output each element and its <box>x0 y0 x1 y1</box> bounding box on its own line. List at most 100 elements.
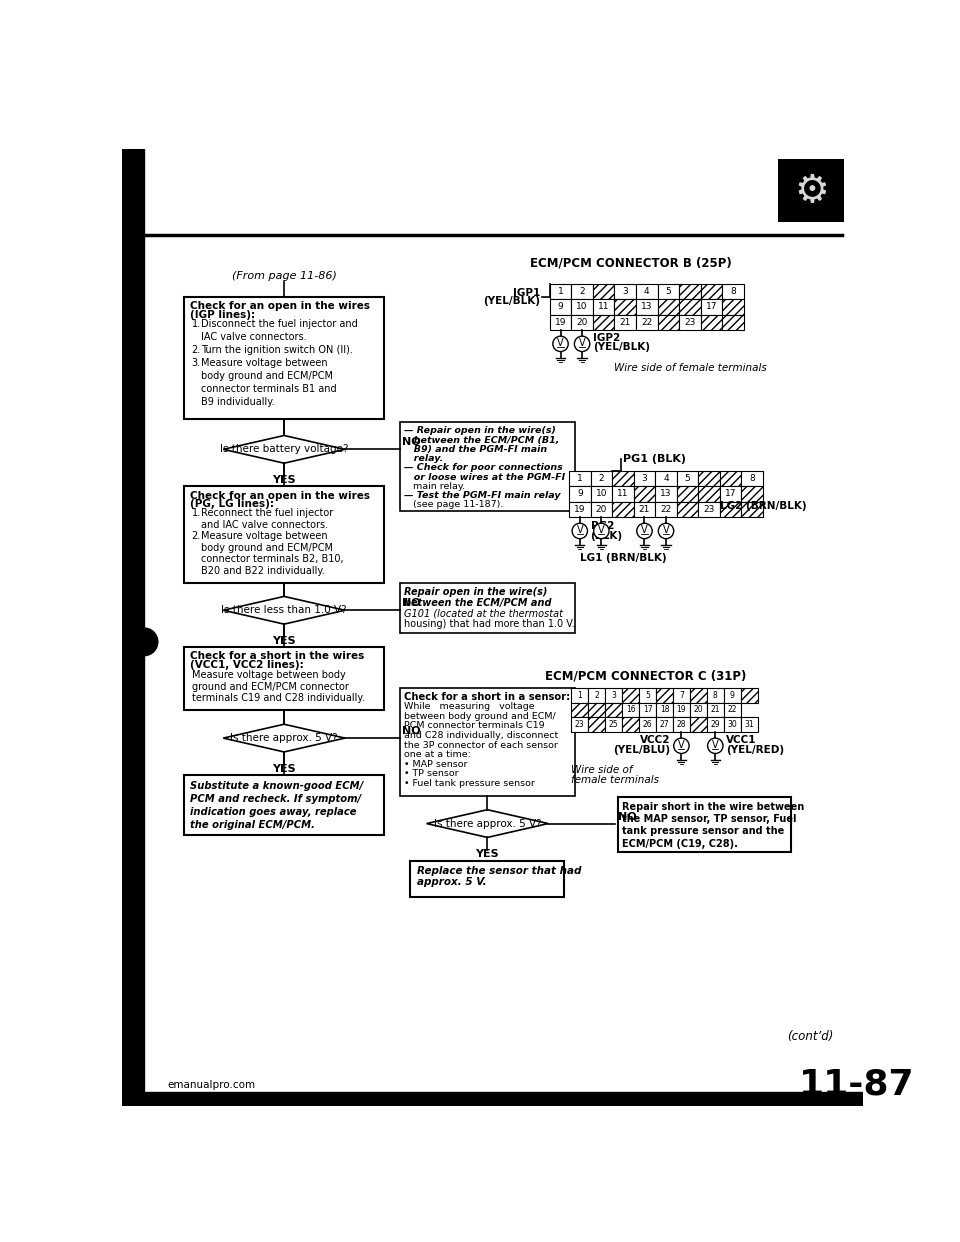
Text: carmanualsonline.info: carmanualsonline.info <box>430 1097 554 1107</box>
Text: — Test the PGM-FI main relay: — Test the PGM-FI main relay <box>404 491 561 501</box>
Bar <box>673 688 690 703</box>
Bar <box>588 688 605 703</box>
Bar <box>571 703 588 718</box>
Text: VCC2: VCC2 <box>640 734 671 745</box>
Text: Measure voltage between: Measure voltage between <box>201 358 327 368</box>
Text: the MAP sensor, TP sensor, Fuel: the MAP sensor, TP sensor, Fuel <box>622 814 797 823</box>
Text: 18: 18 <box>660 705 669 714</box>
Text: 8: 8 <box>750 474 756 483</box>
Text: G101 (located at the thermostat: G101 (located at the thermostat <box>404 609 564 619</box>
Bar <box>741 471 763 487</box>
Bar <box>571 718 588 732</box>
Bar <box>588 703 605 718</box>
Text: IGP1: IGP1 <box>514 288 540 298</box>
Text: 26: 26 <box>643 720 653 729</box>
Bar <box>698 487 720 502</box>
Text: (YEL/BLK): (YEL/BLK) <box>593 342 650 351</box>
Text: Is there battery voltage?: Is there battery voltage? <box>220 445 348 455</box>
Text: 21: 21 <box>619 318 631 327</box>
Text: and IAC valve connectors.: and IAC valve connectors. <box>201 520 328 530</box>
Circle shape <box>553 337 568 351</box>
Text: between the ECM/PCM (B1,: between the ECM/PCM (B1, <box>404 436 560 445</box>
Text: Check for an open in the wires: Check for an open in the wires <box>190 491 371 501</box>
Text: 20: 20 <box>595 505 607 514</box>
Text: 2: 2 <box>598 474 604 483</box>
Text: NO: NO <box>402 727 420 737</box>
Text: 13: 13 <box>660 489 672 498</box>
Text: • TP sensor: • TP sensor <box>404 769 459 779</box>
Bar <box>634 487 656 502</box>
Polygon shape <box>224 724 345 751</box>
Bar <box>605 703 622 718</box>
Bar <box>622 703 639 718</box>
Text: 7: 7 <box>679 691 684 699</box>
Bar <box>571 299 593 314</box>
Text: main relay.: main relay. <box>404 482 466 491</box>
Text: 10: 10 <box>576 302 588 312</box>
Text: Repair open in the wire(s): Repair open in the wire(s) <box>404 586 547 597</box>
Bar <box>605 718 622 732</box>
Text: (YEL/RED): (YEL/RED) <box>726 745 784 755</box>
Text: • Fuel tank pressure sensor: • Fuel tank pressure sensor <box>404 779 535 787</box>
Text: B9) and the PGM-FI main: B9) and the PGM-FI main <box>404 445 547 453</box>
Text: V: V <box>576 525 583 535</box>
Text: Measure voltage between: Measure voltage between <box>201 532 327 542</box>
Bar <box>741 718 757 732</box>
Text: 19: 19 <box>555 318 566 327</box>
Bar <box>399 688 575 796</box>
Bar <box>677 471 698 487</box>
Text: Check for a short in the wires: Check for a short in the wires <box>190 652 365 662</box>
Text: Is there approx. 5 V?: Is there approx. 5 V? <box>230 733 338 743</box>
Bar <box>679 314 701 330</box>
Bar <box>634 471 656 487</box>
Bar <box>639 703 656 718</box>
Bar <box>698 502 720 517</box>
Text: Is there approx. 5 V?: Is there approx. 5 V? <box>434 818 541 828</box>
Bar <box>720 471 741 487</box>
Bar <box>569 471 590 487</box>
Text: 22: 22 <box>728 705 737 714</box>
Text: relay.: relay. <box>404 455 444 463</box>
Bar <box>679 283 701 299</box>
Text: 21: 21 <box>710 705 720 714</box>
Text: PCM connector terminals C19: PCM connector terminals C19 <box>404 722 545 730</box>
Circle shape <box>131 628 157 656</box>
Text: 10: 10 <box>595 489 607 498</box>
Bar <box>656 718 673 732</box>
Text: between the ECM/PCM and: between the ECM/PCM and <box>404 597 552 607</box>
Text: 3: 3 <box>622 287 628 296</box>
Text: YES: YES <box>273 636 296 646</box>
Bar <box>593 314 614 330</box>
Text: 17: 17 <box>643 705 653 714</box>
Bar <box>658 314 679 330</box>
Bar <box>590 502 612 517</box>
Text: 23: 23 <box>704 505 715 514</box>
Text: PG1 (BLK): PG1 (BLK) <box>623 455 685 465</box>
Text: 29: 29 <box>710 720 720 729</box>
Bar <box>571 314 593 330</box>
Text: 23: 23 <box>684 318 696 327</box>
Bar <box>701 299 722 314</box>
Text: 4: 4 <box>644 287 650 296</box>
Text: 8: 8 <box>731 287 736 296</box>
Text: 2: 2 <box>594 691 599 699</box>
Bar <box>550 314 571 330</box>
Text: Check for a short in a sensor:: Check for a short in a sensor: <box>404 692 570 702</box>
Circle shape <box>708 738 723 754</box>
Text: V: V <box>557 338 564 348</box>
Text: NO: NO <box>617 811 636 822</box>
Bar <box>707 688 724 703</box>
Bar <box>605 688 622 703</box>
Text: emanualpro.com: emanualpro.com <box>167 1079 255 1089</box>
Text: 8: 8 <box>713 691 718 699</box>
Bar <box>612 471 634 487</box>
Polygon shape <box>224 596 345 625</box>
Bar <box>636 283 658 299</box>
Text: YES: YES <box>273 764 296 774</box>
Bar <box>399 422 575 510</box>
Text: B20 and B22 individually.: B20 and B22 individually. <box>201 566 324 576</box>
Bar <box>724 688 741 703</box>
Text: 5: 5 <box>665 287 671 296</box>
Text: NO: NO <box>402 437 420 447</box>
Text: 20: 20 <box>576 318 588 327</box>
